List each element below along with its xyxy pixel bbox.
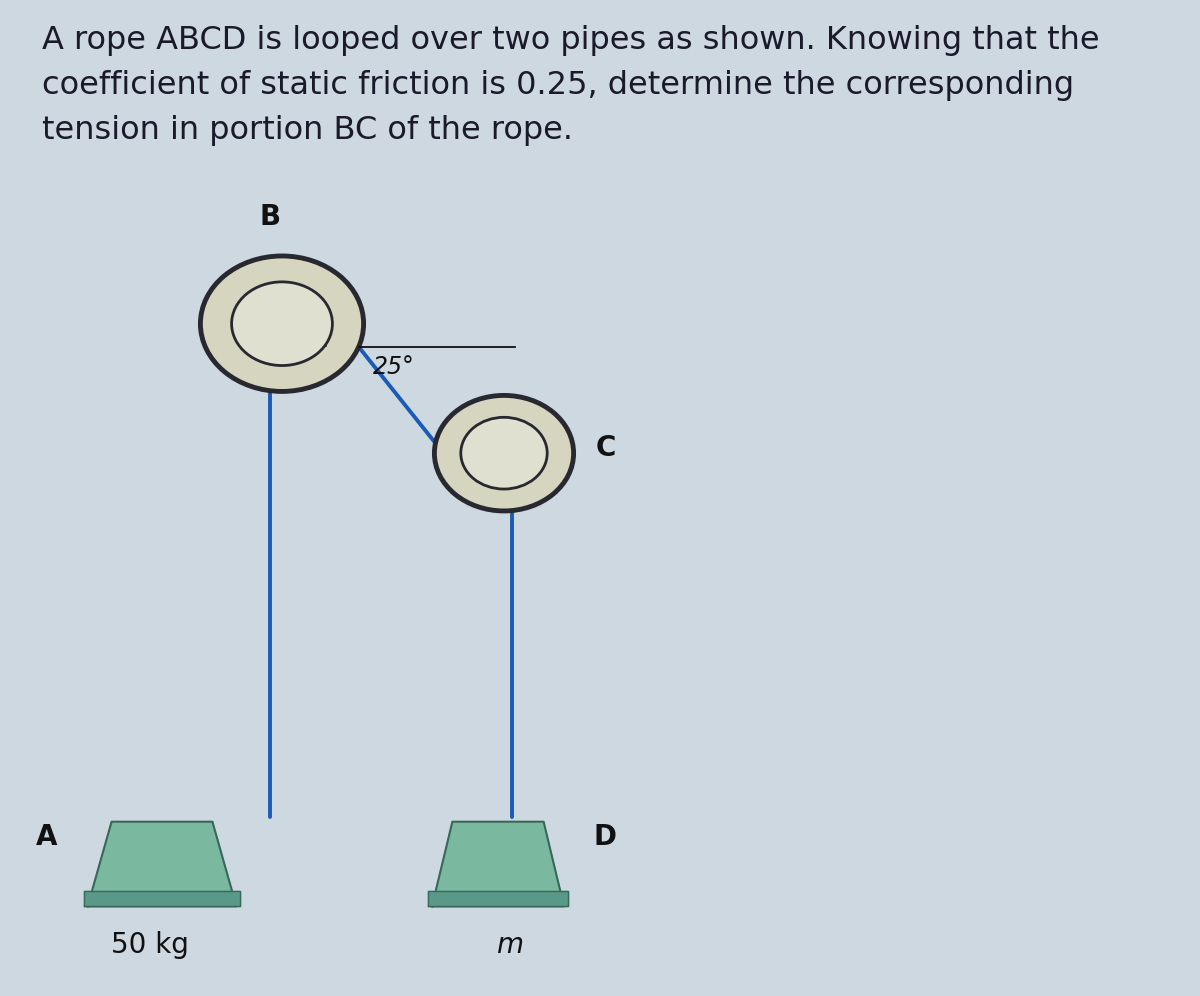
Text: A: A xyxy=(36,823,58,851)
Polygon shape xyxy=(88,822,236,906)
Text: coefficient of static friction is 0.25, determine the corresponding: coefficient of static friction is 0.25, … xyxy=(42,70,1074,101)
Text: m: m xyxy=(497,931,523,959)
Text: tension in portion BC of the rope.: tension in portion BC of the rope. xyxy=(42,115,574,145)
Polygon shape xyxy=(432,822,564,906)
Polygon shape xyxy=(428,891,568,906)
Polygon shape xyxy=(84,891,240,906)
Text: 25°: 25° xyxy=(373,355,415,378)
Text: A rope ABCD is looped over two pipes as shown. Knowing that the: A rope ABCD is looped over two pipes as … xyxy=(42,25,1099,56)
Circle shape xyxy=(232,282,332,366)
Circle shape xyxy=(200,256,364,391)
Circle shape xyxy=(434,395,574,511)
Circle shape xyxy=(461,417,547,489)
Text: C: C xyxy=(595,434,616,462)
Text: 50 kg: 50 kg xyxy=(112,931,188,959)
Text: D: D xyxy=(594,823,617,851)
Text: B: B xyxy=(259,203,281,231)
